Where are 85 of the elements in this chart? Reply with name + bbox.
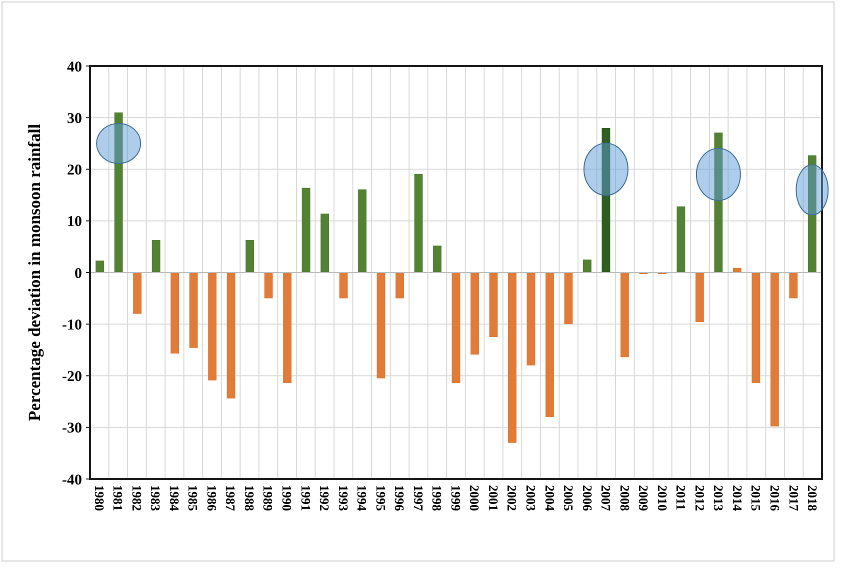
bar xyxy=(226,272,236,398)
y-tick-label: 30 xyxy=(67,110,82,127)
x-tick-label: 1989 xyxy=(260,485,276,512)
x-tick-label: 2009 xyxy=(636,485,652,512)
bar xyxy=(452,272,460,383)
x-tick-label: 1985 xyxy=(186,485,201,512)
bar xyxy=(152,240,160,272)
x-tick-label: 2005 xyxy=(561,485,576,512)
bar xyxy=(283,272,292,383)
x-tick-label: 2012 xyxy=(692,485,708,511)
bar xyxy=(339,272,348,298)
bar xyxy=(189,272,198,348)
x-tick-label: 2008 xyxy=(617,485,632,512)
bar xyxy=(414,174,423,272)
bar xyxy=(489,272,498,338)
x-tick-label: 1984 xyxy=(166,485,182,512)
x-tick-label: 1998 xyxy=(430,485,445,512)
x-tick-label: 2000 xyxy=(467,485,482,511)
x-tick-label: 1990 xyxy=(280,485,295,511)
y-tick-label: 20 xyxy=(67,162,82,178)
x-tick-label: 2003 xyxy=(524,485,539,512)
bar xyxy=(133,272,142,314)
y-tick-label: -30 xyxy=(62,420,82,437)
x-tick-label: 2007 xyxy=(598,485,614,512)
x-tick-label: 1980 xyxy=(92,485,107,511)
x-tick-label: 1997 xyxy=(410,485,426,512)
x-tick-label: 1992 xyxy=(317,485,332,511)
bar xyxy=(714,132,723,272)
bar xyxy=(526,272,536,366)
x-tick-label: 1988 xyxy=(242,485,257,512)
bar xyxy=(789,272,798,298)
bar xyxy=(808,155,816,272)
bar xyxy=(676,206,686,272)
x-tick-label: 1999 xyxy=(448,485,464,512)
x-tick-label: 2006 xyxy=(580,485,595,512)
x-tick-label: 2016 xyxy=(768,485,783,512)
bar xyxy=(770,272,779,426)
x-tick-label: 1987 xyxy=(223,485,238,512)
bar xyxy=(396,272,404,298)
x-tick-label: 2004 xyxy=(542,485,558,512)
x-tick-label: 2013 xyxy=(711,485,726,512)
bar xyxy=(208,272,217,380)
bar xyxy=(470,272,479,355)
bar xyxy=(695,272,704,322)
x-tick-label: 2010 xyxy=(654,485,670,511)
bar xyxy=(376,272,386,378)
bar xyxy=(508,272,516,443)
bar xyxy=(96,260,104,272)
bar xyxy=(264,272,273,298)
x-tick-label: 2018 xyxy=(805,485,820,512)
x-tick-label: 1983 xyxy=(148,485,164,512)
y-tick-label: 40 xyxy=(67,59,82,76)
x-tick-label: 1994 xyxy=(354,485,370,512)
bar xyxy=(114,112,123,272)
x-tick-label: 2002 xyxy=(504,485,520,511)
bar xyxy=(433,246,442,272)
x-tick-label: 1996 xyxy=(392,485,408,512)
y-tick-label: -10 xyxy=(62,317,82,334)
x-tick-label: 1982 xyxy=(129,485,144,511)
x-tick-label: 2015 xyxy=(748,485,764,512)
x-tick-label: 1995 xyxy=(373,485,388,512)
bar xyxy=(302,188,310,272)
y-tick-label: -20 xyxy=(62,369,82,385)
y-tick-label: 10 xyxy=(67,214,82,230)
bar xyxy=(602,128,610,272)
y-axis-title: Percentage deviation in monsoon rainfall xyxy=(25,124,44,422)
x-tick-label: 2017 xyxy=(786,485,802,512)
x-tick-label: 1993 xyxy=(336,485,351,512)
y-tick-label: 0 xyxy=(74,266,82,282)
bar xyxy=(170,272,180,354)
bar xyxy=(752,272,760,383)
x-tick-label: 2014 xyxy=(730,485,745,512)
bar xyxy=(620,272,629,358)
bar xyxy=(546,272,554,418)
x-tick-label: 1986 xyxy=(204,485,220,512)
x-tick-label: 1981 xyxy=(110,485,126,511)
x-tick-label: 2001 xyxy=(486,485,501,511)
bar xyxy=(246,240,254,272)
bar xyxy=(358,189,366,272)
bar xyxy=(320,214,329,272)
bar xyxy=(564,272,573,324)
bar xyxy=(583,260,592,272)
y-tick-label: -40 xyxy=(62,472,82,488)
x-tick-label: 2011 xyxy=(674,485,689,510)
x-tick-label: 1991 xyxy=(298,485,314,511)
